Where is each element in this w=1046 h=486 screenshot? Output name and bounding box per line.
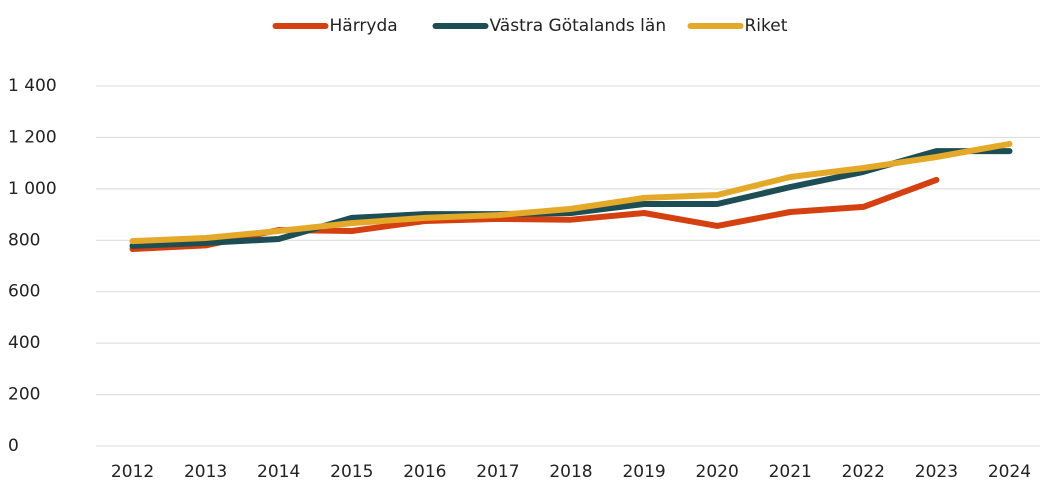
y-tick-label: 800: [8, 230, 40, 250]
x-tick-label: 2016: [403, 462, 446, 482]
y-tick-label: 1 400: [8, 76, 57, 96]
x-tick-label: 2013: [184, 462, 227, 482]
x-tick-label: 2023: [915, 462, 958, 482]
y-tick-label: 0: [8, 436, 19, 456]
series-line: [129, 140, 1013, 245]
y-tick-label: 400: [8, 333, 40, 353]
x-tick-label: 2017: [476, 462, 519, 482]
y-tick-label: 600: [8, 282, 40, 302]
y-tick-label: 1 200: [8, 127, 57, 147]
legend-label: Västra Götalands län: [490, 16, 667, 36]
x-tick-label: 2019: [622, 462, 665, 482]
legend-label: Riket: [745, 16, 788, 36]
x-tick-label: 2021: [769, 462, 812, 482]
x-tick-label: 2024: [988, 462, 1031, 482]
x-tick-label: 2012: [111, 462, 154, 482]
y-tick-label: 200: [8, 385, 40, 405]
x-tick-label: 2015: [330, 462, 373, 482]
y-tick-label: 1 000: [8, 179, 57, 199]
x-tick-label: 2020: [696, 462, 739, 482]
x-tick-label: 2014: [257, 462, 300, 482]
legend-label: Härryda: [330, 16, 398, 36]
x-tick-label: 2022: [842, 462, 885, 482]
series-line: [129, 148, 1013, 249]
x-tick-label: 2018: [549, 462, 592, 482]
